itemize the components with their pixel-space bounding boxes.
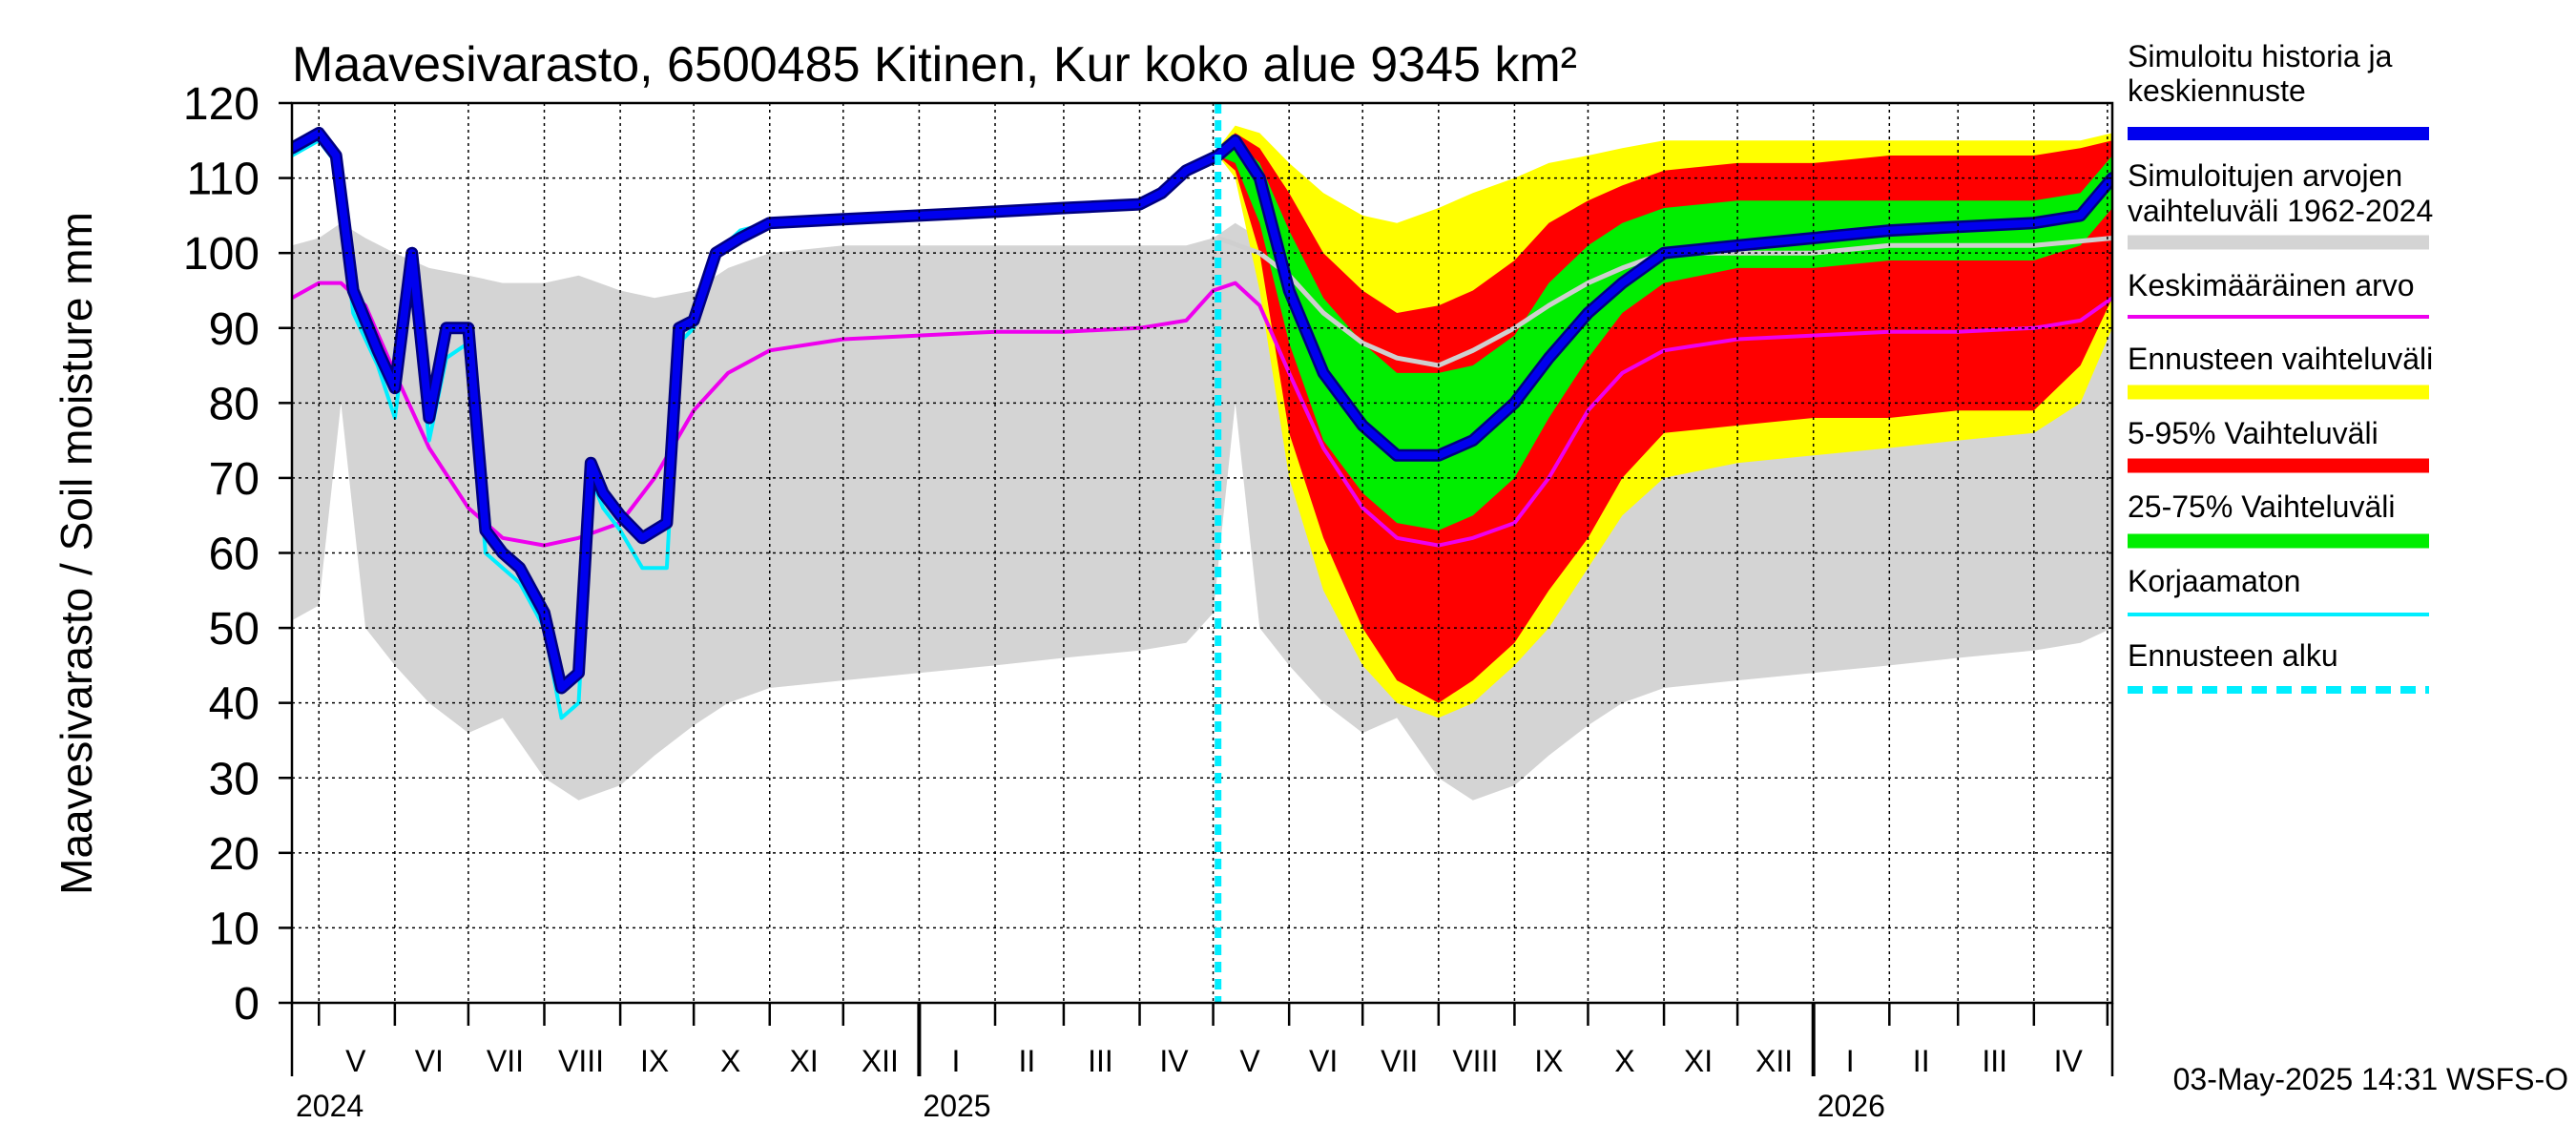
x-month-label: VII [487,1044,524,1078]
legend-label: Ennusteen alku [2128,638,2338,673]
series-layer [292,125,2112,801]
y-tick-label: 80 [209,379,260,429]
x-year-label: 2026 [1818,1089,1885,1123]
x-month-label: I [1846,1044,1855,1078]
x-month-label: II [1913,1044,1930,1078]
x-year-label: 2024 [296,1089,364,1123]
x-month-label: IV [1159,1044,1189,1078]
grid-layer [292,103,2112,1003]
y-tick-label: 40 [209,679,260,730]
legend-label: 5-95% Vaihteluväli [2128,416,2379,450]
x-month-label: III [1088,1044,1113,1078]
x-month-label: XII [862,1044,899,1078]
y-tick-label: 0 [234,979,260,1030]
legend-item: 5-95% Vaihteluväli [2128,416,2429,473]
x-month-label: XI [1684,1044,1713,1078]
x-month-label: III [1982,1044,2007,1078]
x-month-label: VI [1309,1044,1338,1078]
x-month-label: IX [640,1044,669,1078]
x-month-label: VIII [558,1044,604,1078]
x-month-label: V [1239,1044,1260,1078]
legend-item: Keskimääräinen arvo [2128,268,2429,319]
legend-item: Simuloitujen arvojen vaihteluväli 1962-20… [2128,158,2433,250]
y-tick-label: 50 [209,604,260,655]
y-tick-label: 20 [209,829,260,880]
y-tick-label: 70 [209,454,260,505]
legend: Simuloitu historia ja keskiennuste Simuloi… [2128,39,2433,694]
y-tick-label: 100 [183,229,260,280]
x-month-label: IV [2054,1044,2084,1078]
y-tick-label: 60 [209,530,260,580]
x-month-label: XII [1755,1044,1793,1078]
x-month-label: X [720,1044,740,1078]
y-tick-label: 10 [209,904,260,954]
y-tick-label: 120 [183,79,260,130]
y-tick-label: 90 [209,304,260,355]
x-month-label: VI [415,1044,444,1078]
x-month-label: IX [1534,1044,1563,1078]
history-line [292,129,2112,692]
legend-label: Keskimääräinen arvo [2128,268,2415,302]
x-month-label: XI [790,1044,819,1078]
legend-label: 25-75% Vaihteluväli [2128,489,2395,524]
line-series-5 [292,281,2112,548]
legend-item: Ennusteen vaihteluväli [2128,342,2433,400]
y-tick-label: 30 [209,754,260,804]
x-month-label: V [345,1044,366,1078]
y-tick-label: 110 [186,155,260,205]
legend-item: Korjaamaton [2128,564,2429,616]
chart-title: Maavesivarasto, 6500485 Kitinen, Kur kok… [292,37,1577,93]
legend-label: Korjaamaton [2128,564,2300,598]
x-month-label: I [951,1044,960,1078]
x-year-label: 2025 [923,1089,990,1123]
legend-label: Simuloitu historia ja keskiennuste [2128,39,2393,108]
legend-item: Ennusteen alku [2128,638,2429,694]
x-month-label: VIII [1452,1044,1498,1078]
legend-label: Ennusteen vaihteluväli [2128,342,2433,376]
x-month-label: VII [1381,1044,1418,1078]
legend-item: 25-75% Vaihteluväli [2128,489,2429,549]
band-series-2 [1217,133,2112,703]
y-axis-label: Maavesivarasto / Soil moisture mm [52,212,101,895]
legend-label: Simuloitujen arvojen vaihteluväli 1962-20… [2128,158,2433,228]
legend-item: Simuloitu historia ja keskiennuste [2128,39,2429,140]
timestamp-footer: 03-May-2025 14:31 WSFS-O [2173,1062,2568,1096]
x-month-label: X [1614,1044,1634,1078]
x-month-label: II [1018,1044,1035,1078]
